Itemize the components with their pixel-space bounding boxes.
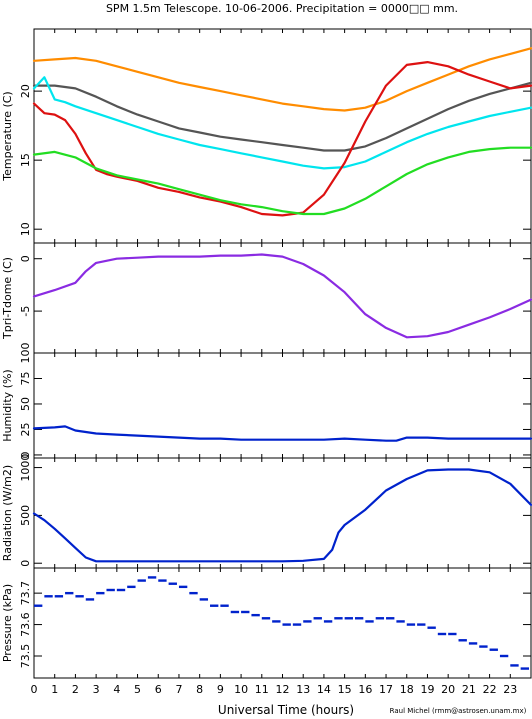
temperature-ylabel: Temperature (C) [1,91,14,181]
x-tick-label: 19 [420,683,434,696]
x-tick-label: 18 [400,683,414,696]
radiation-series-line-7 [32,468,532,563]
temperature-series-line-2 [32,76,532,170]
radiation-ylabel: Radiation (W/m2) [1,465,14,561]
panel-humidity: 0 25 50 75 100 Humidity (%) [1,343,532,459]
pressure-ytick-label: 73.7 [19,581,32,606]
x-axis: 0 1 2 3 4 5 6 7 8 9 10 11 12 13 14 15 16 17 18 19 20 21 22 23 [31,683,518,696]
x-tick-label: 1 [51,683,58,696]
temperature-series-line-4 [32,146,532,216]
humidity-ylabel: Humidity (%) [1,369,14,441]
x-tick-label: 9 [217,683,224,696]
x-tick-label: 11 [255,683,269,696]
panels-group: 10 15 20 Temperature (C) -5 0 Tpri-Tdome (C) 0 2… [1,28,532,679]
radiation-ytick-label: 1000 [19,454,32,482]
x-tick-label: 4 [113,683,120,696]
x-tick-label: 14 [317,683,331,696]
credit-text: Raul Michel (rmm@astrosen.unam.mx) [390,707,527,715]
pressure-ytick-label: 73.5 [19,644,32,669]
panel-radiation: 0 500 1000 Radiation (W/m2) [1,454,532,569]
temperature-series-line-0 [32,47,532,112]
x-tick-label: 12 [276,683,290,696]
radiation-frame [33,457,532,569]
x-tick-label: 0 [31,683,38,696]
humidity-ytick-label: 100 [19,343,32,364]
panel-temperature: 10 15 20 Temperature (C) [1,28,532,244]
x-tick-label: 17 [379,683,393,696]
tdiff-series-line-5 [32,253,532,339]
temperature-ytick-label: 20 [19,84,32,98]
tdiff-ytick-label: 0 [19,255,32,262]
radiation-ytick-label: 0 [19,560,32,567]
pressure-ytick-label: 73.6 [19,612,32,637]
tdiff-ylabel: Tpri-Tdome (C) [1,257,14,340]
chart-title: SPM 1.5m Telescope. 10-06-2006. Precipit… [106,2,458,15]
x-tick-label: 23 [503,683,517,696]
tdiff-ytick-label: -5 [19,306,32,317]
x-axis-label: Universal Time (hours) [218,703,354,717]
humidity-ytick-label: 75 [19,371,32,385]
x-tick-label: 20 [441,683,455,696]
x-tick-label: 6 [155,683,162,696]
pressure-ylabel: Pressure (kPa) [1,584,14,662]
x-tick-label: 21 [462,683,476,696]
x-tick-label: 2 [72,683,79,696]
humidity-ytick-label: 50 [19,397,32,411]
x-tick-label: 3 [93,683,100,696]
humidity-series-line-6 [32,425,532,442]
temperature-ytick-label: 10 [19,222,32,236]
x-tick-label: 16 [358,683,372,696]
temperature-series-line-1 [32,81,532,152]
humidity-ytick-label: 0 [19,451,32,458]
humidity-frame [33,352,532,459]
x-tick-label: 15 [338,683,352,696]
x-tick-label: 5 [134,683,141,696]
x-tick-label: 7 [175,683,182,696]
radiation-ytick-label: 500 [19,505,32,526]
temperature-series-line-3 [32,60,532,217]
pressure-frame [33,567,532,679]
panel-pressure: 73.5 73.6 73.7 Pressure (kPa) [1,567,532,679]
x-tick-label: 10 [234,683,248,696]
temperature-ytick-label: 15 [19,153,32,167]
x-tick-label: 13 [296,683,310,696]
x-tick-label: 8 [196,683,203,696]
x-tick-label: 22 [483,683,497,696]
humidity-ytick-label: 25 [19,422,32,436]
panel-tdiff: -5 0 Tpri-Tdome (C) [1,242,532,354]
